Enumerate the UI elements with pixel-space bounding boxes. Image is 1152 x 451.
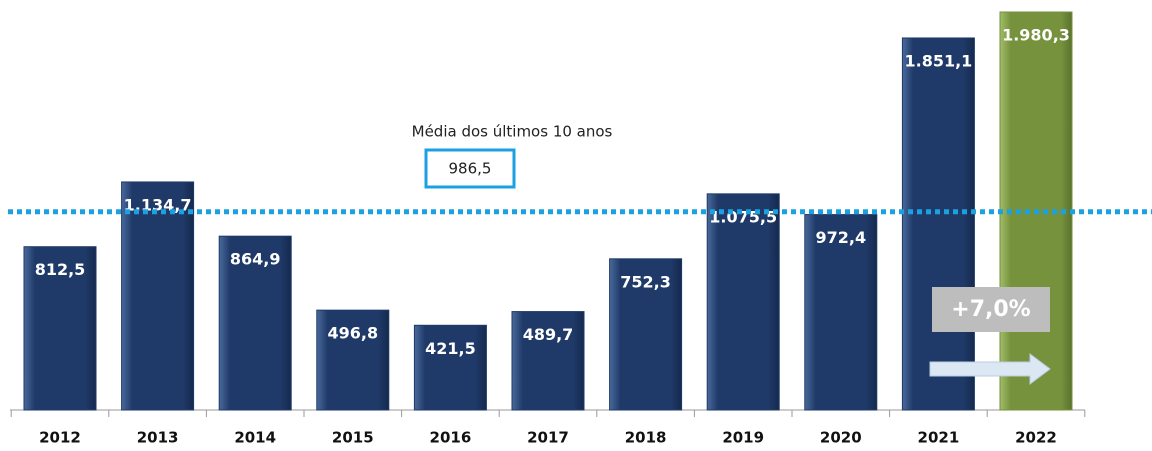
arrow — [929, 353, 1051, 385]
x-tick-label: 2012 — [39, 429, 81, 447]
value-label: 421,5 — [425, 339, 476, 358]
average-label: Média dos últimos 10 anos — [412, 123, 613, 141]
x-tick-label: 2014 — [234, 429, 276, 447]
value-label: 812,5 — [35, 260, 86, 279]
bar — [609, 258, 683, 411]
x-tick-label: 2018 — [625, 429, 667, 447]
x-tick-label: 2016 — [430, 429, 472, 447]
annotation: +7,0% — [951, 297, 1030, 322]
bar — [706, 193, 780, 411]
value-label: 864,9 — [230, 250, 281, 269]
average-box — [424, 148, 516, 189]
x-tick-label: 2019 — [722, 429, 764, 447]
value-label: 752,3 — [620, 272, 671, 291]
value-label: 1.980,3 — [1002, 26, 1070, 45]
x-tick-label: 2021 — [918, 429, 960, 447]
value-label: 496,8 — [327, 324, 378, 343]
value-label: 489,7 — [523, 325, 574, 344]
bar — [121, 181, 195, 411]
value-label: 1.075,5 — [709, 207, 777, 226]
bar — [23, 246, 97, 411]
x-tick-label: 2013 — [137, 429, 179, 447]
bar — [511, 311, 585, 411]
value-label: 1.851,1 — [904, 51, 972, 70]
x-tick-label: 2015 — [332, 429, 374, 447]
x-tick-label: 2017 — [527, 429, 569, 447]
bar — [413, 324, 487, 411]
value-label: 972,4 — [815, 228, 866, 247]
bar — [316, 309, 390, 411]
x-tick-label: 2020 — [820, 429, 862, 447]
average-value-label: 986,5 — [449, 160, 492, 178]
x-tick-label: 2022 — [1015, 429, 1057, 447]
bar — [804, 214, 878, 411]
bar — [218, 235, 292, 411]
annotation-box — [932, 287, 1050, 332]
bar — [901, 37, 975, 411]
